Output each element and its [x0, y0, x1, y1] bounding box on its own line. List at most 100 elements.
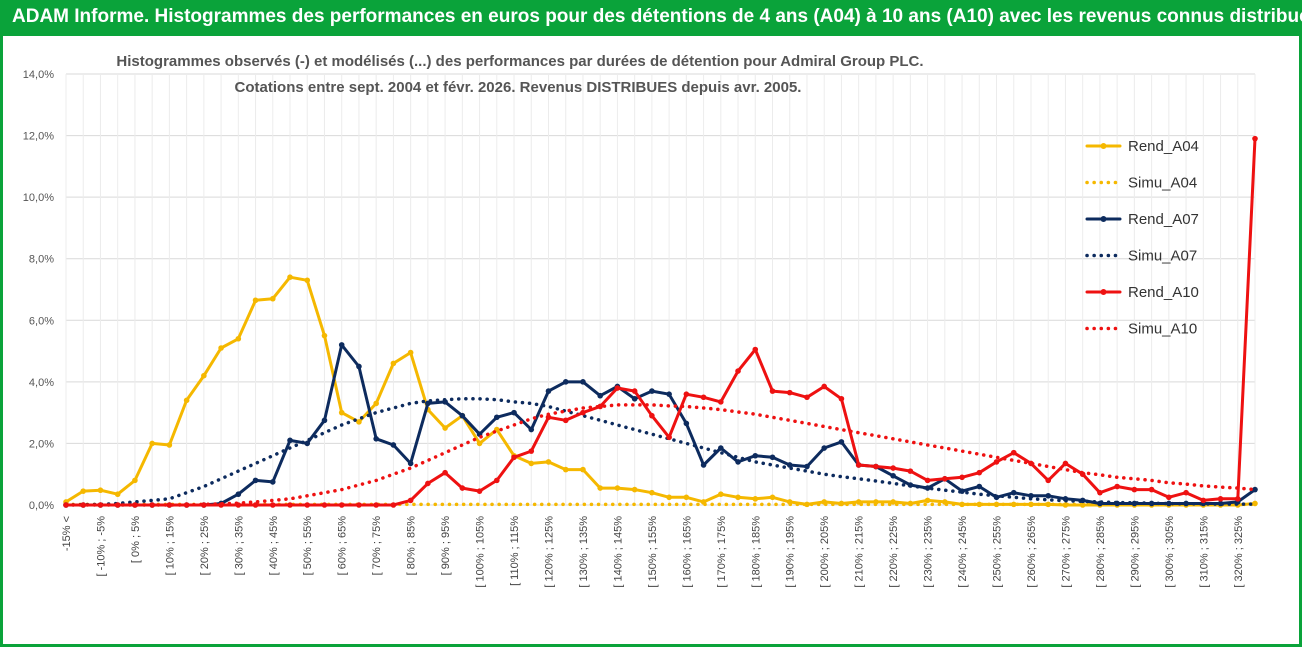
data-point-rend_a10: [804, 394, 810, 401]
report-banner: ADAM Informe. Histogrammes des performan…: [0, 0, 1302, 33]
data-point-rend_a10: [821, 383, 828, 390]
data-point-rend_a04: [545, 459, 552, 465]
x-tick-label: [ 150% ; 155%: [647, 516, 659, 588]
data-point-rend_a10: [718, 399, 724, 405]
data-point-rend_a07: [338, 342, 345, 348]
data-point-rend_a10: [252, 502, 259, 508]
data-point-rend_a07: [786, 462, 793, 468]
series-line-simu_a07: [64, 397, 1257, 507]
data-point-rend_a10: [752, 346, 759, 353]
y-tick-label: 14,0%: [23, 69, 54, 81]
data-point-rend_a10: [993, 459, 1000, 465]
y-tick-label: 6,0%: [29, 315, 54, 327]
legend-label-simu_a07: Simu_A07: [1128, 248, 1197, 265]
data-point-rend_a07: [304, 440, 311, 447]
data-point-rend_a07: [890, 472, 896, 479]
data-point-rend_a10: [976, 469, 983, 476]
chart-title-line1: Histogrammes observés (-) et modélisés (…: [116, 53, 923, 70]
data-point-rend_a10: [907, 468, 914, 474]
data-point-rend_a10: [442, 469, 448, 476]
data-point-rend_a04: [804, 501, 810, 508]
data-point-rend_a04: [407, 349, 414, 356]
data-point-rend_a10: [269, 502, 276, 508]
data-point-rend_a04: [649, 489, 655, 496]
data-point-rend_a04: [304, 277, 311, 284]
data-point-rend_a10: [407, 497, 414, 504]
data-point-rend_a04: [769, 494, 776, 501]
y-tick-label: 8,0%: [29, 254, 54, 266]
data-point-rend_a10: [614, 385, 621, 391]
data-point-rend_a07: [390, 442, 397, 448]
data-point-rend_a04: [235, 335, 242, 342]
data-point-rend_a04: [218, 345, 224, 351]
data-point-rend_a07: [511, 409, 517, 416]
x-tick-label: [ 80% ; 85%: [406, 516, 418, 576]
data-point-rend_a10: [1200, 497, 1207, 504]
x-tick-label: [ -10% ; -5%: [95, 516, 107, 577]
data-point-rend_a07: [407, 460, 414, 467]
data-point-rend_a04: [976, 501, 983, 508]
x-tick-label: [ 70% ; 75%: [371, 516, 383, 576]
x-tick-label: [ 250% ; 255%: [992, 516, 1004, 588]
x-tick-label: [ 280% ; 285%: [1095, 516, 1107, 588]
data-point-rend_a04: [1010, 501, 1017, 508]
x-tick-label: [ 290% ; 295%: [1129, 516, 1141, 588]
data-point-rend_a07: [356, 363, 362, 370]
data-point-rend_a04: [614, 485, 621, 491]
plot-series: [63, 135, 1258, 508]
data-point-rend_a07: [1252, 486, 1258, 493]
data-point-rend_a04: [1252, 500, 1258, 507]
x-tick-label: [ 230% ; 235%: [923, 516, 935, 588]
series-line-rend_a07: [64, 343, 1257, 507]
data-point-rend_a10: [1114, 483, 1120, 490]
data-point-rend_a07: [718, 445, 724, 451]
data-point-rend_a07: [269, 479, 276, 485]
x-tick-label: [ 90% ; 95%: [440, 516, 452, 576]
data-point-rend_a10: [1217, 496, 1224, 502]
data-point-rend_a07: [562, 379, 569, 385]
y-tick-label: 4,0%: [29, 377, 54, 389]
x-tick-label: [ 160% ; 165%: [681, 516, 693, 588]
data-point-rend_a10: [700, 394, 707, 401]
data-point-rend_a10: [735, 368, 741, 374]
data-point-rend_a07: [545, 388, 552, 394]
y-tick-label: 10,0%: [23, 192, 54, 204]
legend-label-simu_a04: Simu_A04: [1128, 175, 1197, 192]
data-point-rend_a10: [1234, 496, 1241, 502]
data-point-rend_a04: [201, 372, 207, 379]
data-point-rend_a07: [631, 395, 638, 402]
data-point-rend_a04: [390, 360, 397, 367]
data-point-rend_a04: [924, 497, 931, 504]
data-point-rend_a07: [597, 392, 603, 399]
x-tick-label: [ 310% ; 315%: [1198, 516, 1210, 588]
data-point-rend_a04: [631, 486, 638, 493]
data-point-rend_a10: [924, 477, 931, 484]
data-point-rend_a10: [562, 417, 569, 424]
legend-label-rend_a04: Rend_A04: [1128, 138, 1199, 155]
data-point-rend_a10: [1183, 489, 1189, 496]
data-point-rend_a10: [649, 412, 655, 419]
data-point-rend_a10: [580, 409, 586, 416]
data-point-rend_a10: [666, 434, 672, 441]
data-point-rend_a04: [597, 485, 603, 491]
legend-marker-rend_a10: [1100, 289, 1107, 295]
data-point-rend_a10: [373, 502, 379, 508]
x-tick-label: [ 300% ; 305%: [1164, 516, 1176, 588]
x-tick-label: [ 170% ; 175%: [716, 516, 728, 588]
data-point-rend_a10: [166, 502, 173, 508]
x-tick-label: [ 200% ; 205%: [819, 516, 831, 588]
data-point-rend_a10: [304, 502, 311, 508]
x-tick-label: [ 100% ; 105%: [475, 516, 487, 588]
data-point-rend_a10: [1252, 135, 1258, 142]
data-point-rend_a10: [511, 454, 517, 461]
data-point-rend_a07: [287, 437, 293, 444]
legend-label-simu_a10: Simu_A10: [1128, 321, 1197, 338]
data-point-rend_a04: [562, 466, 569, 473]
x-tick-label: [ 60% ; 65%: [337, 516, 349, 576]
data-point-rend_a04: [149, 440, 155, 447]
data-point-rend_a04: [476, 440, 483, 447]
legend-label-rend_a10: Rend_A10: [1128, 284, 1199, 301]
data-point-rend_a10: [1062, 460, 1069, 467]
data-point-rend_a10: [338, 502, 345, 508]
